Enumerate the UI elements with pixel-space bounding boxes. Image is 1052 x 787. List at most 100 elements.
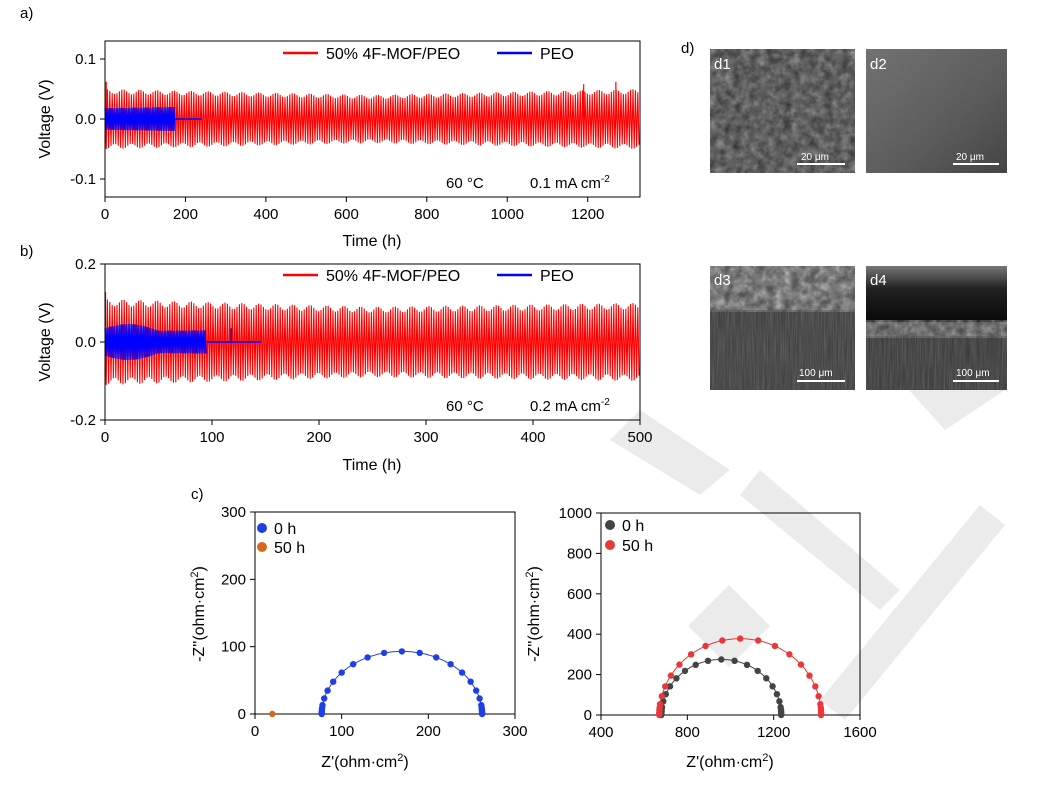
chart-c1-ytick-label: 200 bbox=[221, 571, 246, 588]
chart-c2-point bbox=[769, 683, 776, 690]
chart-c1-xtick-label: 200 bbox=[416, 723, 441, 740]
chart-b-y-ticks: -0.2 0.0 0.2 bbox=[70, 256, 105, 429]
chart-c2-xlabel: Z'(ohm·cm2) bbox=[686, 752, 773, 771]
sem-image-d2: d2 20 μm bbox=[866, 49, 1007, 173]
chart-a-xtick-label: 0 bbox=[101, 206, 109, 223]
chart-c2-frame bbox=[600, 512, 861, 716]
chart-c2-point bbox=[797, 661, 805, 668]
chart-c1-point bbox=[269, 710, 276, 718]
chart-c1-point bbox=[447, 661, 454, 668]
chart-a-ytick-label: 0.1 bbox=[75, 51, 96, 68]
chart-b-ylabel: Voltage (V) bbox=[37, 302, 54, 381]
chart-c2-point bbox=[656, 704, 663, 711]
panel-label-a: a) bbox=[20, 5, 33, 22]
chart-c2-y-ticks: 0 200 400 600 800 1000 bbox=[559, 505, 601, 724]
chart-a-red-series bbox=[104, 89, 640, 150]
panel-label-b: b) bbox=[20, 243, 33, 260]
chart-a-xtick-label: 1000 bbox=[491, 206, 524, 223]
chart-c2-point bbox=[658, 693, 665, 700]
chart-c1-point bbox=[458, 669, 466, 676]
chart-c2-point bbox=[773, 691, 781, 698]
chart-c2-xtick-label: 1200 bbox=[757, 724, 790, 741]
chart-a-ylabel: Voltage (V) bbox=[37, 79, 54, 158]
chart-c1-point bbox=[433, 654, 440, 661]
chart-a-x-ticks: 0 200 400 600 800 1000 1200 bbox=[101, 197, 604, 223]
chart-c1-point bbox=[380, 649, 388, 657]
chart-c1-x-ticks: 0 100 200 300 bbox=[251, 714, 528, 740]
chart-c2-legend-swatch-0h bbox=[605, 520, 615, 530]
chart-b-xlabel: Time (h) bbox=[343, 457, 402, 474]
chart-a-xlabel: Time (h) bbox=[343, 233, 402, 250]
chart-c1-ytick-label: 100 bbox=[221, 639, 246, 656]
chart-b-blue-series bbox=[104, 323, 207, 361]
sem-label-d3: d3 bbox=[714, 272, 731, 289]
chart-c2-points bbox=[656, 635, 825, 719]
chart-c2-xtick-label: 800 bbox=[675, 724, 700, 741]
chart-c2-point bbox=[743, 661, 751, 668]
sem-label-d1: d1 bbox=[714, 56, 731, 73]
chart-c1: 0 100 200 300 0 100 200 300 Z'(ohm·cm2) -Z''(o… bbox=[189, 504, 528, 771]
chart-c2-point bbox=[812, 683, 819, 690]
panel-label-d: d) bbox=[681, 40, 694, 57]
watermark bbox=[610, 340, 1005, 720]
chart-a-xtick-label: 1200 bbox=[571, 206, 604, 223]
chart-b-blue-trace bbox=[104, 323, 262, 361]
chart-c1-point bbox=[364, 654, 371, 661]
chart-c1-point bbox=[321, 695, 328, 702]
chart-c2-ytick-label: 1000 bbox=[559, 505, 592, 522]
chart-c2-point bbox=[771, 642, 779, 650]
chart-c2-xtick-label: 1600 bbox=[843, 724, 876, 741]
chart-b-xtick-label: 400 bbox=[520, 429, 545, 446]
chart-c2-point bbox=[786, 651, 793, 658]
chart-c2-ytick-label: 600 bbox=[567, 586, 592, 603]
sem-image-d3: d3 100 μm bbox=[710, 266, 855, 390]
chart-c1-point bbox=[318, 704, 326, 712]
chart-c1-xtick-label: 100 bbox=[329, 723, 354, 740]
chart-c2-legend-0h: 0 h bbox=[622, 518, 644, 535]
sem-label-d2: d2 bbox=[870, 56, 887, 73]
chart-c1-legend-50h: 50 h bbox=[274, 540, 305, 557]
chart-b-legend-blue: PEO bbox=[540, 268, 574, 285]
chart-c2-xtick-label: 400 bbox=[588, 724, 613, 741]
chart-c2-point bbox=[737, 635, 744, 642]
chart-a-red-trace bbox=[104, 81, 640, 150]
chart-c1-legend-0h: 0 h bbox=[274, 521, 296, 538]
chart-c1-xtick-label: 0 bbox=[251, 723, 259, 740]
chart-c2-point bbox=[754, 667, 761, 675]
chart-c1-point bbox=[338, 669, 345, 676]
chart-c2-legend-swatch-50h bbox=[605, 540, 615, 550]
chart-a-blue-trace bbox=[104, 106, 202, 132]
chart-c2-x-ticks: 400 800 1200 1600 bbox=[588, 715, 877, 741]
panel-label-c: c) bbox=[191, 486, 204, 503]
chart-c1-ytick-label: 300 bbox=[221, 504, 246, 521]
chart-b-ytick-label: 0.0 bbox=[75, 334, 96, 351]
sem-scale-d3: 100 μm bbox=[799, 368, 833, 379]
chart-c1-point bbox=[467, 678, 474, 685]
chart-c2-point bbox=[687, 651, 695, 658]
chart-c1-points bbox=[269, 648, 486, 718]
chart-c2-point bbox=[776, 698, 783, 705]
chart-b: 0 100 200 300 400 500 -0.2 0.0 0.2 Time (h) Vol… bbox=[37, 256, 653, 474]
chart-c1-point bbox=[350, 661, 357, 668]
chart-c2-point bbox=[778, 710, 785, 717]
chart-a-xtick-label: 800 bbox=[414, 206, 439, 223]
chart-a-legend-red: 50% 4F-MOF/PEO bbox=[326, 46, 460, 63]
chart-c2-legend-50h: 50 h bbox=[622, 538, 653, 555]
chart-c1-point bbox=[398, 648, 406, 655]
sem-scale-d2: 20 μm bbox=[956, 152, 984, 163]
chart-b-current: 0.2 mA cm-2 bbox=[530, 397, 610, 415]
chart-c2-point bbox=[673, 675, 680, 682]
chart-b-xtick-label: 200 bbox=[306, 429, 331, 446]
chart-c1-fit-0 bbox=[321, 650, 483, 715]
chart-c2-ylabel: -Z''(ohm·cm2) bbox=[524, 566, 543, 662]
chart-c1-xlabel: Z'(ohm·cm2) bbox=[321, 752, 408, 771]
chart-c2: 400 800 1200 1600 0 200 400 600 800 1000 Z'(ohm·… bbox=[524, 505, 877, 771]
chart-c2-point bbox=[763, 675, 770, 682]
chart-b-temperature: 60 °C bbox=[446, 398, 484, 415]
chart-c1-ylabel: -Z''(ohm·cm2) bbox=[189, 566, 208, 662]
chart-c2-ytick-label: 400 bbox=[567, 626, 592, 643]
chart-c2-point bbox=[817, 709, 825, 716]
chart-b-ytick-label: -0.2 bbox=[70, 412, 96, 429]
chart-c2-point bbox=[815, 693, 822, 700]
